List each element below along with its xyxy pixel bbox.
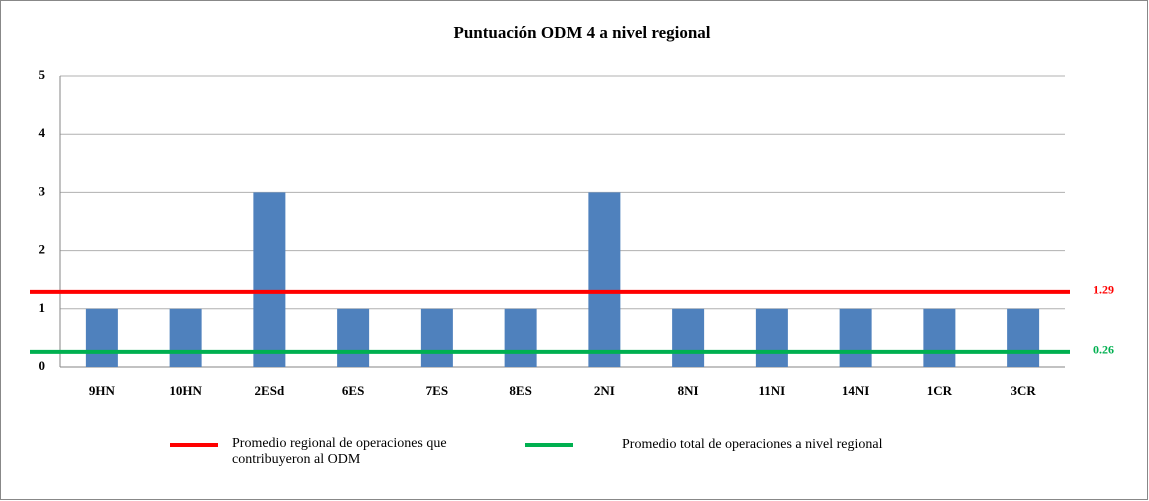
bar [923, 308, 956, 367]
reference-value-label: 1.29 [1093, 283, 1114, 297]
bar [337, 308, 370, 367]
x-tick-label: 2NI [594, 383, 615, 398]
x-tick-label: 7ES [426, 383, 448, 398]
y-tick-label: 0 [39, 358, 46, 373]
bar [504, 308, 537, 367]
x-tick-label: 1CR [927, 383, 953, 398]
x-tick-label: 11NI [759, 383, 786, 398]
y-tick-label: 5 [39, 67, 46, 82]
chart-title: Puntuación ODM 4 a nivel regional [453, 23, 710, 42]
x-tick-label: 10HN [169, 383, 202, 398]
y-tick-label: 3 [39, 183, 46, 198]
x-tick-label: 8ES [509, 383, 531, 398]
x-tick-label: 14NI [842, 383, 869, 398]
y-tick-label: 2 [39, 242, 46, 257]
x-tick-label: 6ES [342, 383, 364, 398]
bar [85, 308, 118, 367]
bar [1007, 308, 1040, 367]
x-tick-label: 9HN [89, 383, 116, 398]
bar [755, 308, 788, 367]
bar [588, 192, 621, 367]
bar [672, 308, 705, 367]
y-tick-label: 4 [39, 125, 46, 140]
legend-label: Promedio regional de operaciones que con… [232, 436, 447, 467]
bar [839, 308, 872, 367]
reference-value-label: 0.26 [1093, 343, 1114, 357]
legend-label: Promedio total de operaciones a nivel re… [622, 437, 883, 452]
x-tick-label: 2ESd [255, 383, 285, 398]
bar [169, 308, 202, 367]
x-tick-label: 8NI [678, 383, 699, 398]
bar [253, 192, 286, 367]
bar [420, 308, 453, 367]
x-tick-label: 3CR [1010, 383, 1036, 398]
y-tick-label: 1 [39, 300, 46, 315]
